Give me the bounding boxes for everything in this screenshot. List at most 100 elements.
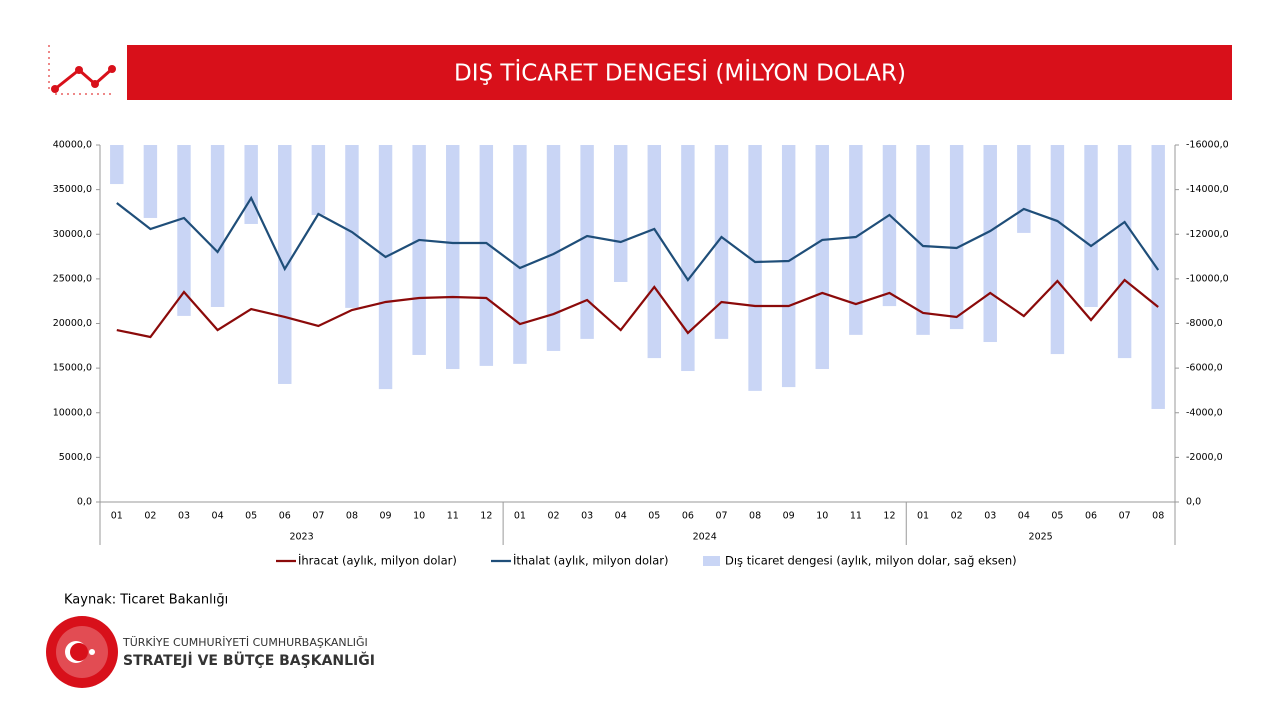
bar [446,145,460,370]
logo [46,616,118,688]
bar [546,145,561,351]
bar [244,145,258,224]
x-tick-label: 11 [447,511,459,522]
y2-tick-label: -8000,0 [1186,318,1223,329]
y2-tick-label: 0,0 [1186,497,1201,508]
bar [1084,145,1098,307]
line [116,195,1160,282]
y-tick-label: 30000,0 [53,229,92,240]
legend-label: Dış ticaret dengesi (aylık, milyon dolar… [725,554,1017,568]
x-tick-label: 09 [783,511,795,522]
x-tick-label: 10 [816,511,828,522]
bar [513,145,527,364]
x-tick-label: 08 [749,511,761,522]
x-tick-label: 03 [178,511,190,522]
bar [949,145,964,330]
bar [1117,145,1132,359]
y-tick-label: 10000,0 [53,407,92,418]
x-tick-label: 04 [615,511,627,522]
bar [378,145,393,390]
bar [1017,145,1031,233]
x-tick-label: 07 [312,511,324,522]
y-tick-label: 0,0 [77,497,92,508]
x-tick-label: 11 [850,511,862,522]
x-tick-label: 06 [1085,511,1097,522]
bar [714,145,729,339]
y-tick-label: 5000,0 [59,452,92,463]
y2-tick-label: -12000,0 [1186,229,1229,240]
x-tick-label: 09 [380,511,392,522]
x-tick-label: 04 [212,511,224,522]
x-tick-label: 12 [883,511,895,522]
bar [983,145,997,343]
legend-label: İthalat (aylık, milyon dolar) [513,553,669,568]
y-tick-label: 40000,0 [53,140,92,151]
x-tick-label: 06 [279,511,291,522]
bar [110,145,124,185]
x-tick-label: 02 [144,511,156,522]
bar [613,145,628,282]
x-tick-label: 10 [413,511,425,522]
x-tick-label: 05 [1051,511,1063,522]
bar [815,145,829,370]
x-tick-label: 01 [514,511,526,522]
x-tick-label: 03 [581,511,593,522]
x-tick-label: 02 [951,511,963,522]
x-tick-label: 05 [245,511,257,522]
bar [916,145,930,335]
bar [748,145,762,391]
org-line1: TÜRKİYE CUMHURİYETİ CUMHURBAŞKANLIĞI [122,636,368,649]
year-label: 2024 [693,532,717,543]
header-title: DIŞ TİCARET DENGESİ (MİLYON DOLAR) [454,59,906,87]
y2-tick-label: -10000,0 [1186,273,1229,284]
y2-tick-label: -14000,0 [1186,184,1229,195]
y-tick-label: 35000,0 [53,184,92,195]
x-tick-label: 04 [1018,511,1030,522]
y2-tick-label: -4000,0 [1186,407,1223,418]
bar [849,145,863,335]
header-bar [127,45,1232,100]
x-tick-label: 08 [1152,511,1164,522]
bar [1151,145,1165,409]
y2-tick-label: -6000,0 [1186,363,1223,374]
bar [143,145,158,218]
legend-label: İhracat (aylık, milyon dolar) [298,553,457,568]
chart: 0,0 5000,0 10000,0 15000,0 20000,0 25000,0 300… [53,140,1229,568]
year-label: 2025 [1029,532,1053,543]
bar [781,145,796,388]
bar [278,145,292,384]
x-tick-label: 06 [682,511,694,522]
x-tick-label: 05 [648,511,660,522]
bar [479,145,494,366]
y-tick-label: 25000,0 [53,273,92,284]
x-tick-label: 07 [1119,511,1131,522]
line [116,278,1159,339]
legend-swatch [703,556,720,566]
x-tick-label: 01 [111,511,123,522]
bar [681,145,695,372]
bar [177,145,191,316]
bar [345,145,359,308]
y-tick-label: 20000,0 [53,318,92,329]
bar [412,145,426,355]
bar [311,145,326,216]
bar [647,145,662,359]
source: Kaynak: Ticaret Bakanlığı [64,593,228,608]
org-line2: STRATEJİ VE BÜTÇE BAŞKANLIĞI [123,651,375,669]
y2-tick-label: -16000,0 [1186,140,1229,151]
x-tick-label: 02 [547,511,559,522]
x-tick-label: 03 [984,511,996,522]
y2-tick-label: -2000,0 [1186,452,1223,463]
header-icon [48,45,116,95]
x-tick-label: 07 [715,511,727,522]
bar [1050,145,1065,355]
x-tick-label: 08 [346,511,358,522]
bar [210,145,225,307]
x-tick-label: 01 [917,511,929,522]
bar [882,145,897,307]
y-tick-label: 15000,0 [53,363,92,374]
x-tick-label: 12 [480,511,492,522]
year-label: 2023 [289,532,313,543]
bar [580,145,594,339]
